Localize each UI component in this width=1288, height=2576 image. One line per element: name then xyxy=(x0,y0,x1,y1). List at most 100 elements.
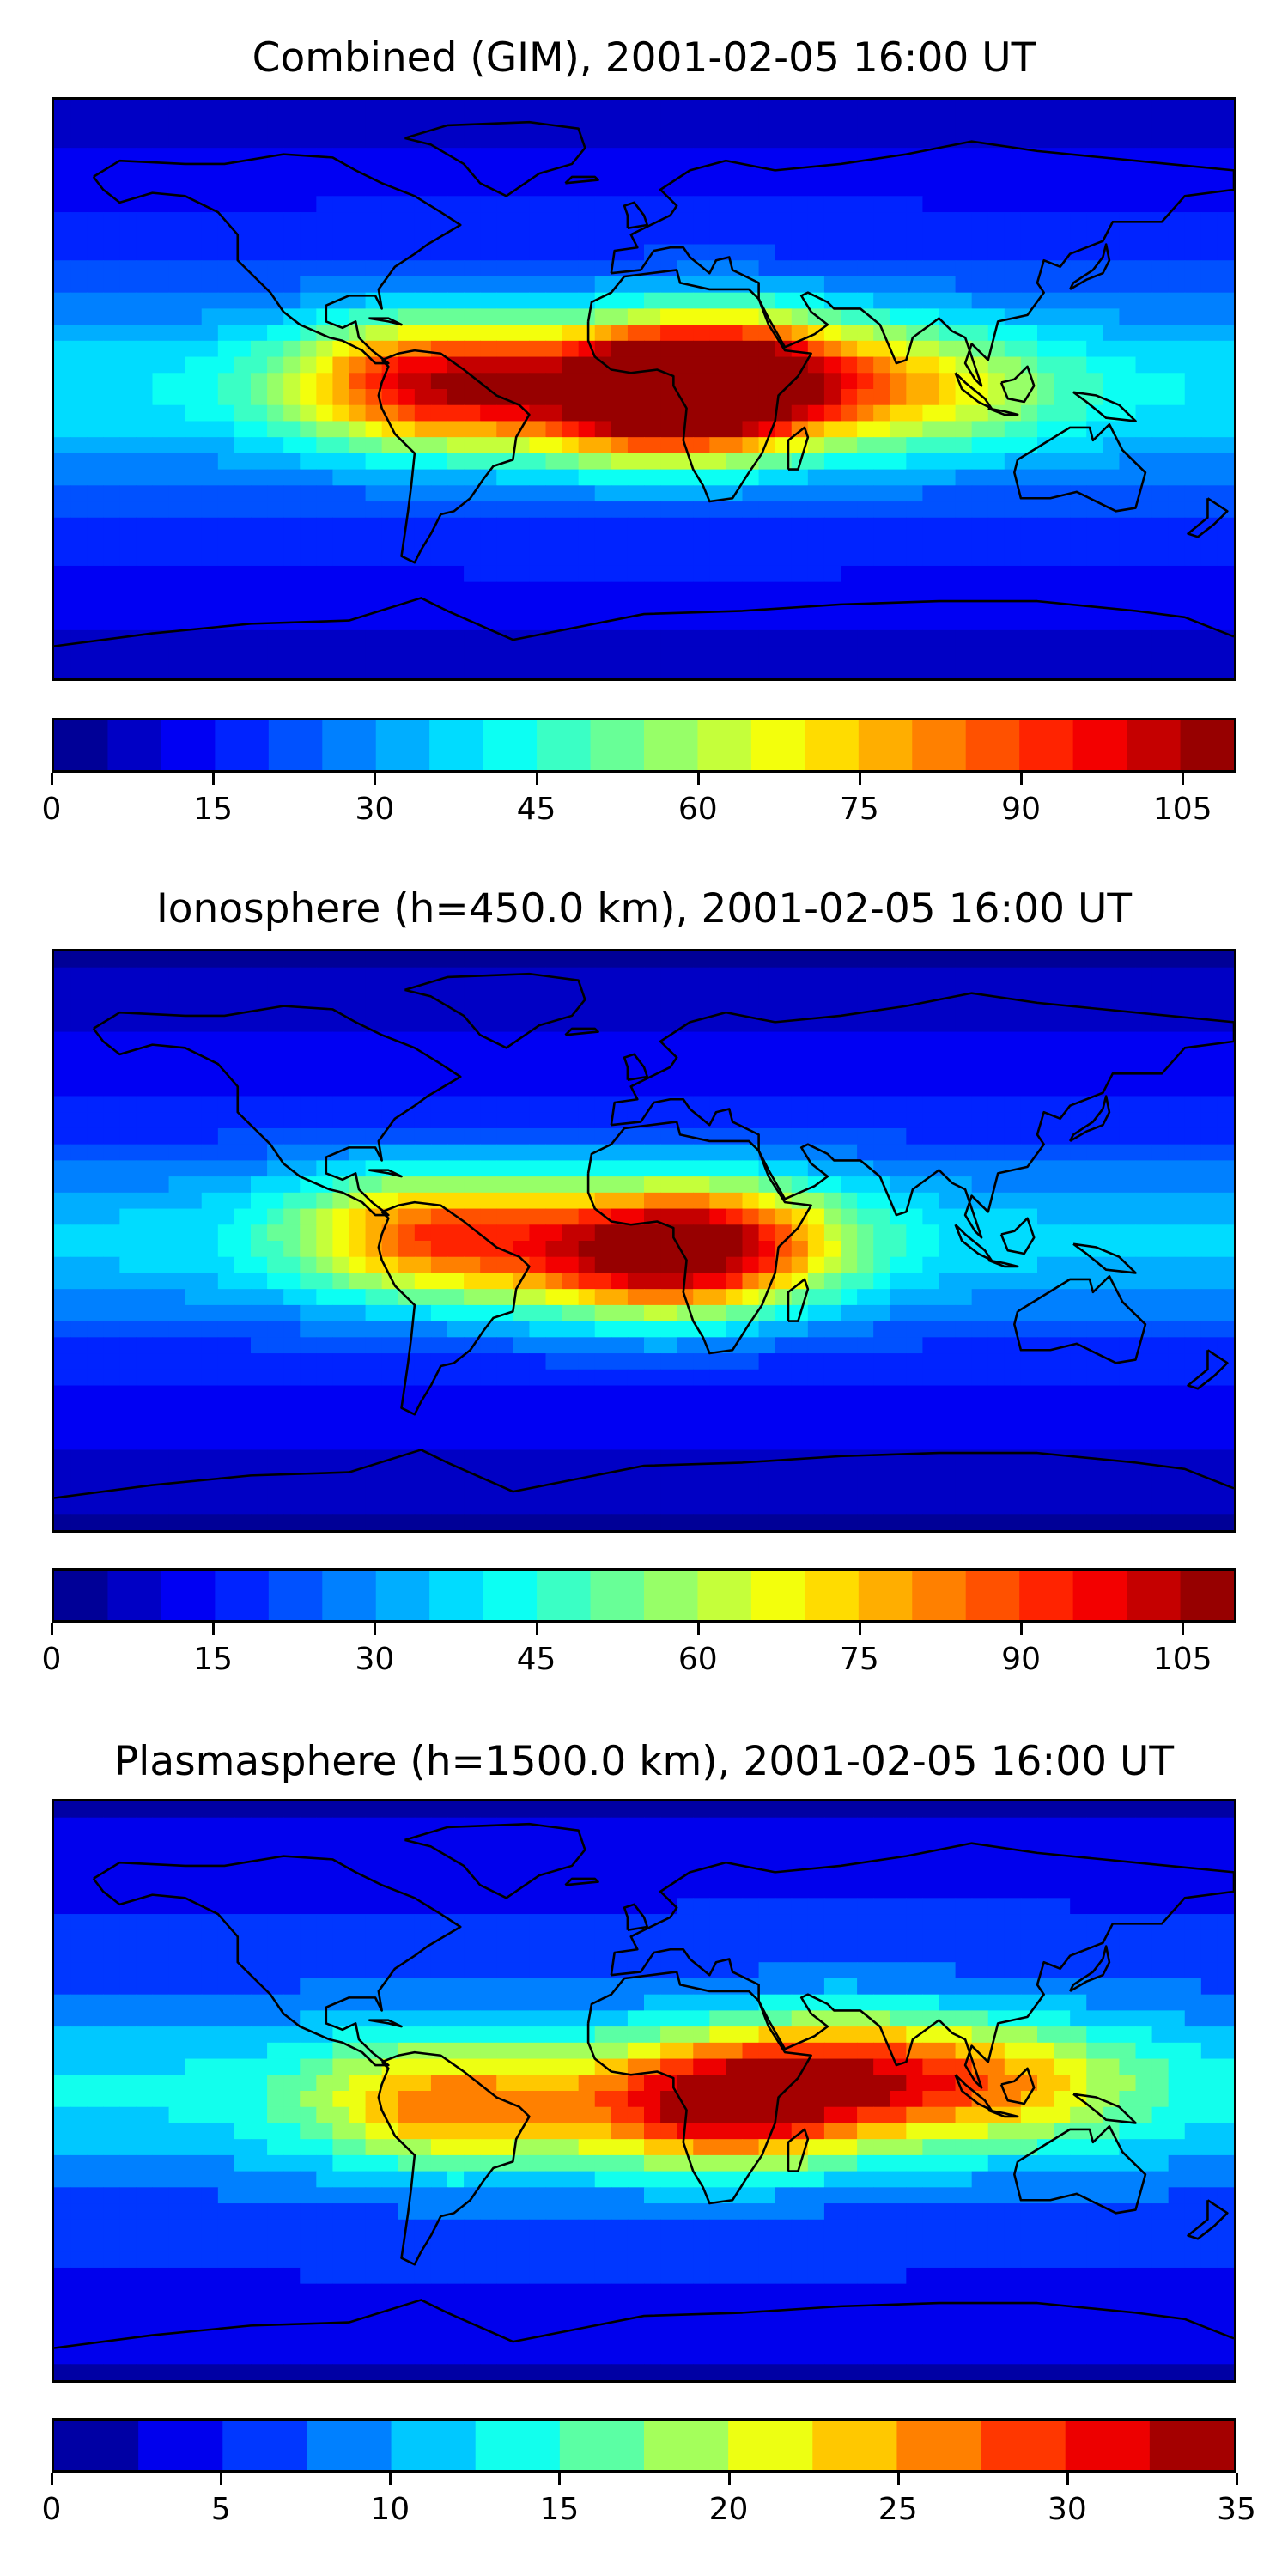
field-cell xyxy=(758,550,776,567)
field-cell xyxy=(693,1369,710,1387)
field-cell xyxy=(70,533,88,550)
field-cell xyxy=(971,1385,989,1402)
field-cell xyxy=(660,614,677,631)
field-cell xyxy=(971,196,989,213)
field-cell xyxy=(152,1144,170,1161)
field-cell xyxy=(807,565,825,583)
field-cell xyxy=(562,517,580,535)
field-cell xyxy=(1119,999,1137,1017)
field-cell xyxy=(267,228,284,246)
field-cell xyxy=(562,1321,580,1338)
field-cell xyxy=(1020,325,1038,342)
field-cell xyxy=(857,356,874,374)
field-cell xyxy=(677,115,694,133)
field-cell xyxy=(906,1112,924,1129)
field-cell xyxy=(185,1015,203,1033)
field-cell xyxy=(1037,100,1054,117)
field-cell xyxy=(119,598,137,615)
field-cell xyxy=(742,453,760,471)
field-cell xyxy=(562,1048,580,1065)
panel-1-field xyxy=(54,100,1234,678)
field-cell xyxy=(1054,1031,1071,1048)
field-cell xyxy=(594,1112,612,1129)
field-cell xyxy=(1151,356,1170,374)
field-cell xyxy=(775,581,793,598)
field-cell xyxy=(119,340,137,358)
field-cell xyxy=(1151,148,1170,165)
field-cell xyxy=(447,1112,465,1129)
field-cell xyxy=(644,517,661,535)
field-cell xyxy=(365,967,383,985)
field-cell xyxy=(464,983,481,1000)
field-cell xyxy=(430,292,448,309)
field-cell xyxy=(873,292,890,309)
field-cell xyxy=(381,292,399,309)
field-cell xyxy=(1086,179,1103,197)
field-cell xyxy=(185,1369,203,1387)
field-cell xyxy=(562,131,580,149)
field-cell xyxy=(251,581,268,598)
field-cell xyxy=(709,614,727,631)
field-cell xyxy=(1004,999,1022,1017)
field-cell xyxy=(447,1304,465,1322)
field-cell xyxy=(709,983,727,1000)
field-cell xyxy=(791,1079,809,1097)
field-cell xyxy=(365,662,383,678)
field-cell xyxy=(267,1256,284,1274)
field-cell xyxy=(578,1160,596,1177)
field-cell xyxy=(1020,1433,1038,1450)
field-cell xyxy=(103,437,120,454)
field-cell xyxy=(54,1127,71,1145)
field-cell xyxy=(513,1353,531,1370)
field-cell xyxy=(430,212,448,229)
field-cell xyxy=(677,292,694,309)
field-cell xyxy=(1184,373,1202,390)
field-cell xyxy=(70,356,88,374)
field-cell xyxy=(464,1144,481,1161)
field-cell xyxy=(955,308,973,325)
field-cell xyxy=(955,967,973,985)
field-cell xyxy=(545,501,563,519)
field-cell xyxy=(693,404,710,422)
field-cell xyxy=(775,1127,793,1145)
field-cell xyxy=(316,1112,334,1129)
field-cell xyxy=(70,260,88,277)
field-cell xyxy=(841,1176,858,1194)
field-cell xyxy=(758,1401,776,1419)
field-cell xyxy=(201,967,219,985)
field-cell xyxy=(136,1417,154,1435)
field-cell xyxy=(939,1127,957,1145)
field-cell xyxy=(1119,1048,1137,1065)
colorbar-1-swatch xyxy=(805,720,860,770)
field-cell xyxy=(890,1064,907,1081)
field-cell xyxy=(906,1031,924,1048)
field-cell xyxy=(251,1127,268,1145)
field-cell xyxy=(562,308,580,325)
field-cell xyxy=(677,565,694,583)
field-cell xyxy=(1200,967,1218,985)
field-cell xyxy=(627,1304,645,1322)
field-cell xyxy=(464,340,481,358)
field-cell xyxy=(430,131,448,149)
field-cell xyxy=(545,662,563,678)
field-cell xyxy=(987,485,1005,502)
field-cell xyxy=(987,356,1005,374)
field-cell xyxy=(1054,1304,1071,1322)
field-cell xyxy=(939,100,957,117)
field-cell xyxy=(447,1096,465,1113)
field-cell xyxy=(1103,1369,1121,1387)
field-cell xyxy=(87,1127,104,1145)
field-cell xyxy=(922,1160,940,1177)
field-cell xyxy=(1168,421,1186,438)
field-cell xyxy=(54,614,71,631)
field-cell xyxy=(251,629,268,647)
field-cell xyxy=(857,598,874,615)
field-cell xyxy=(922,325,940,342)
field-cell xyxy=(693,325,710,342)
field-cell xyxy=(430,614,448,631)
field-cell xyxy=(857,404,874,422)
field-cell xyxy=(922,276,940,294)
field-cell xyxy=(300,1385,317,1402)
field-cell xyxy=(381,629,399,647)
field-cell xyxy=(70,389,88,406)
